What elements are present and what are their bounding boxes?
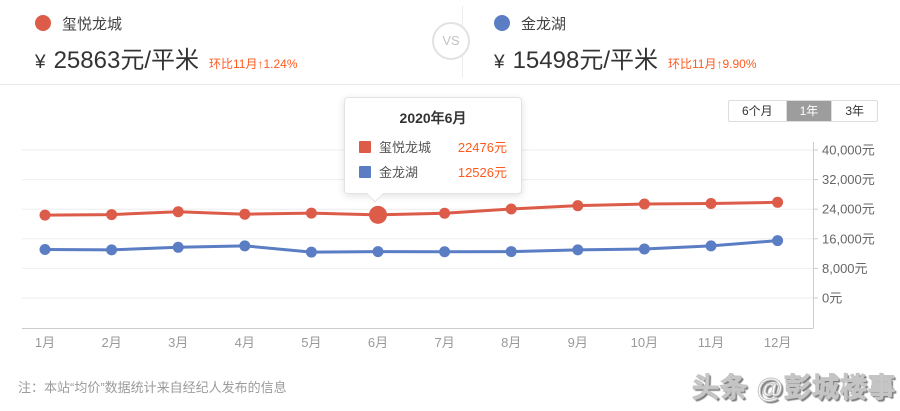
tab-3-years[interactable]: 3年 (831, 101, 877, 121)
data-source-note: 注：本站“均价”数据统计来自经纪人发布的信息 (18, 380, 287, 395)
data-point[interactable] (572, 244, 584, 256)
property-left-title-row: 玺悦龙城 (35, 13, 297, 33)
y-axis-label: 24,000元 (822, 202, 875, 217)
x-axis-label: 7月 (434, 335, 454, 350)
x-axis-label: 6月 (368, 335, 388, 350)
property-right-name: 金龙湖 (521, 15, 567, 33)
x-axis-label: 1月 (35, 335, 55, 350)
price-unit: 元/平米 (120, 47, 199, 74)
data-point[interactable] (239, 208, 251, 220)
data-point[interactable] (172, 241, 184, 253)
x-axis-label: 10月 (631, 335, 658, 350)
data-point[interactable] (106, 244, 118, 256)
series-red-dot-icon (35, 15, 51, 31)
tooltip-series-value: 12526元 (457, 165, 507, 180)
property-left-price-row: ¥ 25863 元/平米 环比11月↑1.24% (35, 40, 297, 75)
property-right: 金龙湖 ¥ 15498 元/平米 环比11月↑9.90% (494, 13, 756, 75)
property-left-name: 玺悦龙城 (62, 15, 123, 33)
series-line-1 (43, 239, 780, 254)
tooltip-series-name: 玺悦龙城 (379, 140, 432, 155)
data-point[interactable] (305, 207, 317, 219)
series-blue-dot-icon (494, 15, 510, 31)
y-axis-label: 32,000元 (822, 172, 875, 187)
property-right-price-row: ¥ 15498 元/平米 环比11月↑9.90% (494, 40, 756, 75)
currency-symbol: ¥ (35, 52, 46, 73)
data-point[interactable] (505, 203, 517, 215)
data-point[interactable] (505, 246, 517, 258)
chart-tooltip: 2020年6月 玺悦龙城 22476元 金龙湖 12526元 (344, 97, 522, 203)
data-point[interactable] (39, 209, 51, 221)
data-point[interactable] (572, 200, 584, 212)
data-point[interactable] (172, 206, 184, 218)
data-point[interactable] (705, 197, 717, 209)
x-axis-label: 9月 (568, 335, 588, 350)
data-point[interactable] (372, 246, 384, 258)
y-axis-label: 40,000元 (822, 143, 875, 158)
tab-1-year[interactable]: 1年 (785, 101, 832, 121)
tooltip-row-blue: 金龙湖 12526元 (359, 162, 507, 181)
data-point[interactable] (439, 246, 451, 258)
data-point[interactable] (439, 207, 451, 219)
series-line-0 (43, 200, 780, 217)
data-point[interactable] (305, 246, 317, 258)
price-trend-chart[interactable]: 0元 8,000元 16,000元 24,000元 32,000元 40,000元 1月 2月… (0, 84, 900, 364)
data-point[interactable] (772, 235, 784, 247)
tooltip-date: 2020年6月 (399, 110, 467, 126)
y-axis-label: 8,000元 (822, 261, 868, 276)
tooltip-row-red: 玺悦龙城 22476元 (359, 137, 507, 156)
x-axis-label: 4月 (235, 335, 255, 350)
data-point[interactable] (39, 244, 51, 256)
price-unit: 元/平米 (579, 47, 658, 74)
y-axis-label: 0元 (822, 291, 842, 306)
legend-swatch-blue-icon (359, 165, 371, 178)
tab-6-months[interactable]: 6个月 (741, 104, 773, 118)
data-point[interactable] (638, 198, 650, 210)
x-axis-label: 8月 (501, 335, 521, 350)
watermark: 头条 @彭城楼事 (692, 373, 896, 404)
data-point[interactable] (638, 243, 650, 255)
data-point[interactable] (772, 196, 784, 208)
property-left: 玺悦龙城 ¥ 25863 元/平米 环比11月↑1.24% (35, 13, 297, 75)
property-left-mom-change: 环比11月↑1.24% (209, 57, 298, 71)
comparison-header: 玺悦龙城 ¥ 25863 元/平米 环比11月↑1.24% VS 金龙湖 ¥ 1… (0, 0, 900, 84)
data-point[interactable] (239, 240, 251, 252)
legend-swatch-red-icon (359, 140, 371, 153)
vs-badge: VS (432, 22, 470, 60)
property-right-price: 15498 (512, 47, 580, 74)
data-point[interactable] (106, 209, 118, 221)
tooltip-series-value: 22476元 (457, 140, 507, 155)
tooltip-series-name: 金龙湖 (379, 165, 419, 180)
property-right-title-row: 金龙湖 (494, 13, 756, 33)
y-axis-label: 16,000元 (822, 231, 875, 246)
x-axis-label: 2月 (101, 335, 121, 350)
property-right-mom-change: 环比11月↑9.90% (668, 57, 757, 71)
x-axis-label: 3月 (168, 335, 188, 350)
data-point-highlighted[interactable] (369, 205, 387, 224)
section-divider (0, 84, 900, 85)
x-axis-label: 5月 (301, 335, 321, 350)
currency-symbol: ¥ (494, 52, 505, 73)
data-point[interactable] (705, 240, 717, 252)
time-range-tabs: 6个月 1年 3年 (727, 100, 878, 122)
x-axis-label: 12月 (764, 335, 791, 350)
property-left-price: 25863 (53, 47, 121, 74)
x-axis-label: 11月 (698, 335, 725, 350)
